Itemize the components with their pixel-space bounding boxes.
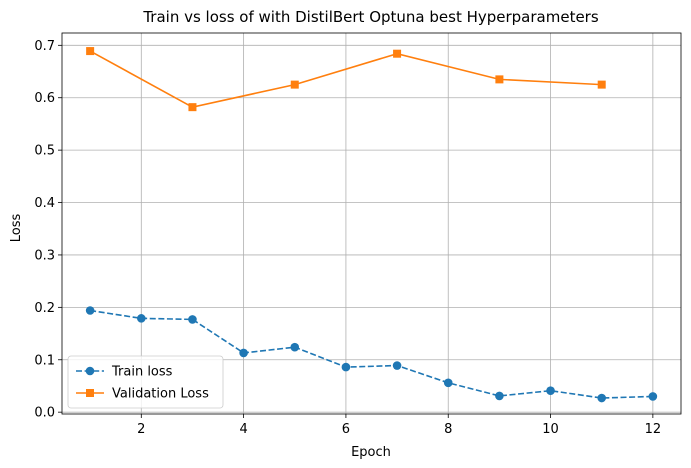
validation-loss-point (393, 49, 402, 58)
legend-label: Train loss (111, 365, 173, 380)
legend-box (67, 355, 224, 409)
train-loss-point (443, 378, 453, 388)
validation-loss-point (290, 80, 299, 89)
train-loss-line (90, 309, 653, 399)
legend-marker (85, 366, 95, 376)
train-loss-point (648, 392, 658, 401)
train-loss-point (188, 315, 197, 324)
x-tick-label: 8 (444, 422, 452, 437)
y-tick-label: 0.5 (34, 144, 55, 159)
train-loss-point (290, 342, 300, 352)
series-layer (85, 47, 658, 403)
axes: 2 4 6 8 10 12 0.0 0.1 0.2 0.3 0.4 0.5 0.6 0.7 (34, 32, 682, 437)
y-tick-label: 0.4 (34, 196, 55, 211)
x-tick-label: 12 (645, 422, 662, 437)
y-tick-label: 0.6 (34, 91, 55, 106)
validation-loss-point (86, 47, 95, 56)
train-loss-point (495, 391, 504, 401)
x-tick-label: 4 (239, 422, 247, 437)
y-tick-label: 0.0 (34, 406, 55, 421)
validation-loss-line (89, 50, 602, 109)
y-axis-title: Loss (9, 214, 24, 243)
train-loss-series (85, 306, 658, 403)
train-loss-point (341, 362, 351, 372)
x-tick-label: 6 (342, 422, 350, 437)
legend-marker (86, 389, 94, 397)
x-axis-title: Epoch (351, 445, 391, 460)
train-loss-point (546, 386, 555, 395)
legend: Train loss Validation Loss (67, 355, 224, 409)
chart-title: Train vs loss of with DistilBert Optuna … (142, 8, 599, 26)
y-tick-label: 0.1 (34, 353, 55, 368)
train-loss-point (136, 314, 146, 323)
validation-loss-point (188, 103, 197, 112)
y-tick-label: 0.2 (34, 301, 55, 316)
x-tick-label: 10 (542, 422, 559, 437)
train-loss-point (239, 348, 248, 358)
train-loss-point (85, 306, 95, 315)
validation-loss-series (86, 47, 606, 112)
plot-frame (61, 32, 682, 415)
legend-label: Validation Loss (112, 387, 209, 402)
train-loss-point (597, 393, 607, 403)
train-loss-point (392, 361, 402, 370)
y-tick-label: 0.3 (34, 248, 55, 263)
y-tick-label: 0.7 (34, 39, 55, 54)
x-tick-label: 2 (137, 422, 145, 437)
validation-loss-point (597, 80, 606, 89)
validation-loss-point (495, 75, 504, 84)
